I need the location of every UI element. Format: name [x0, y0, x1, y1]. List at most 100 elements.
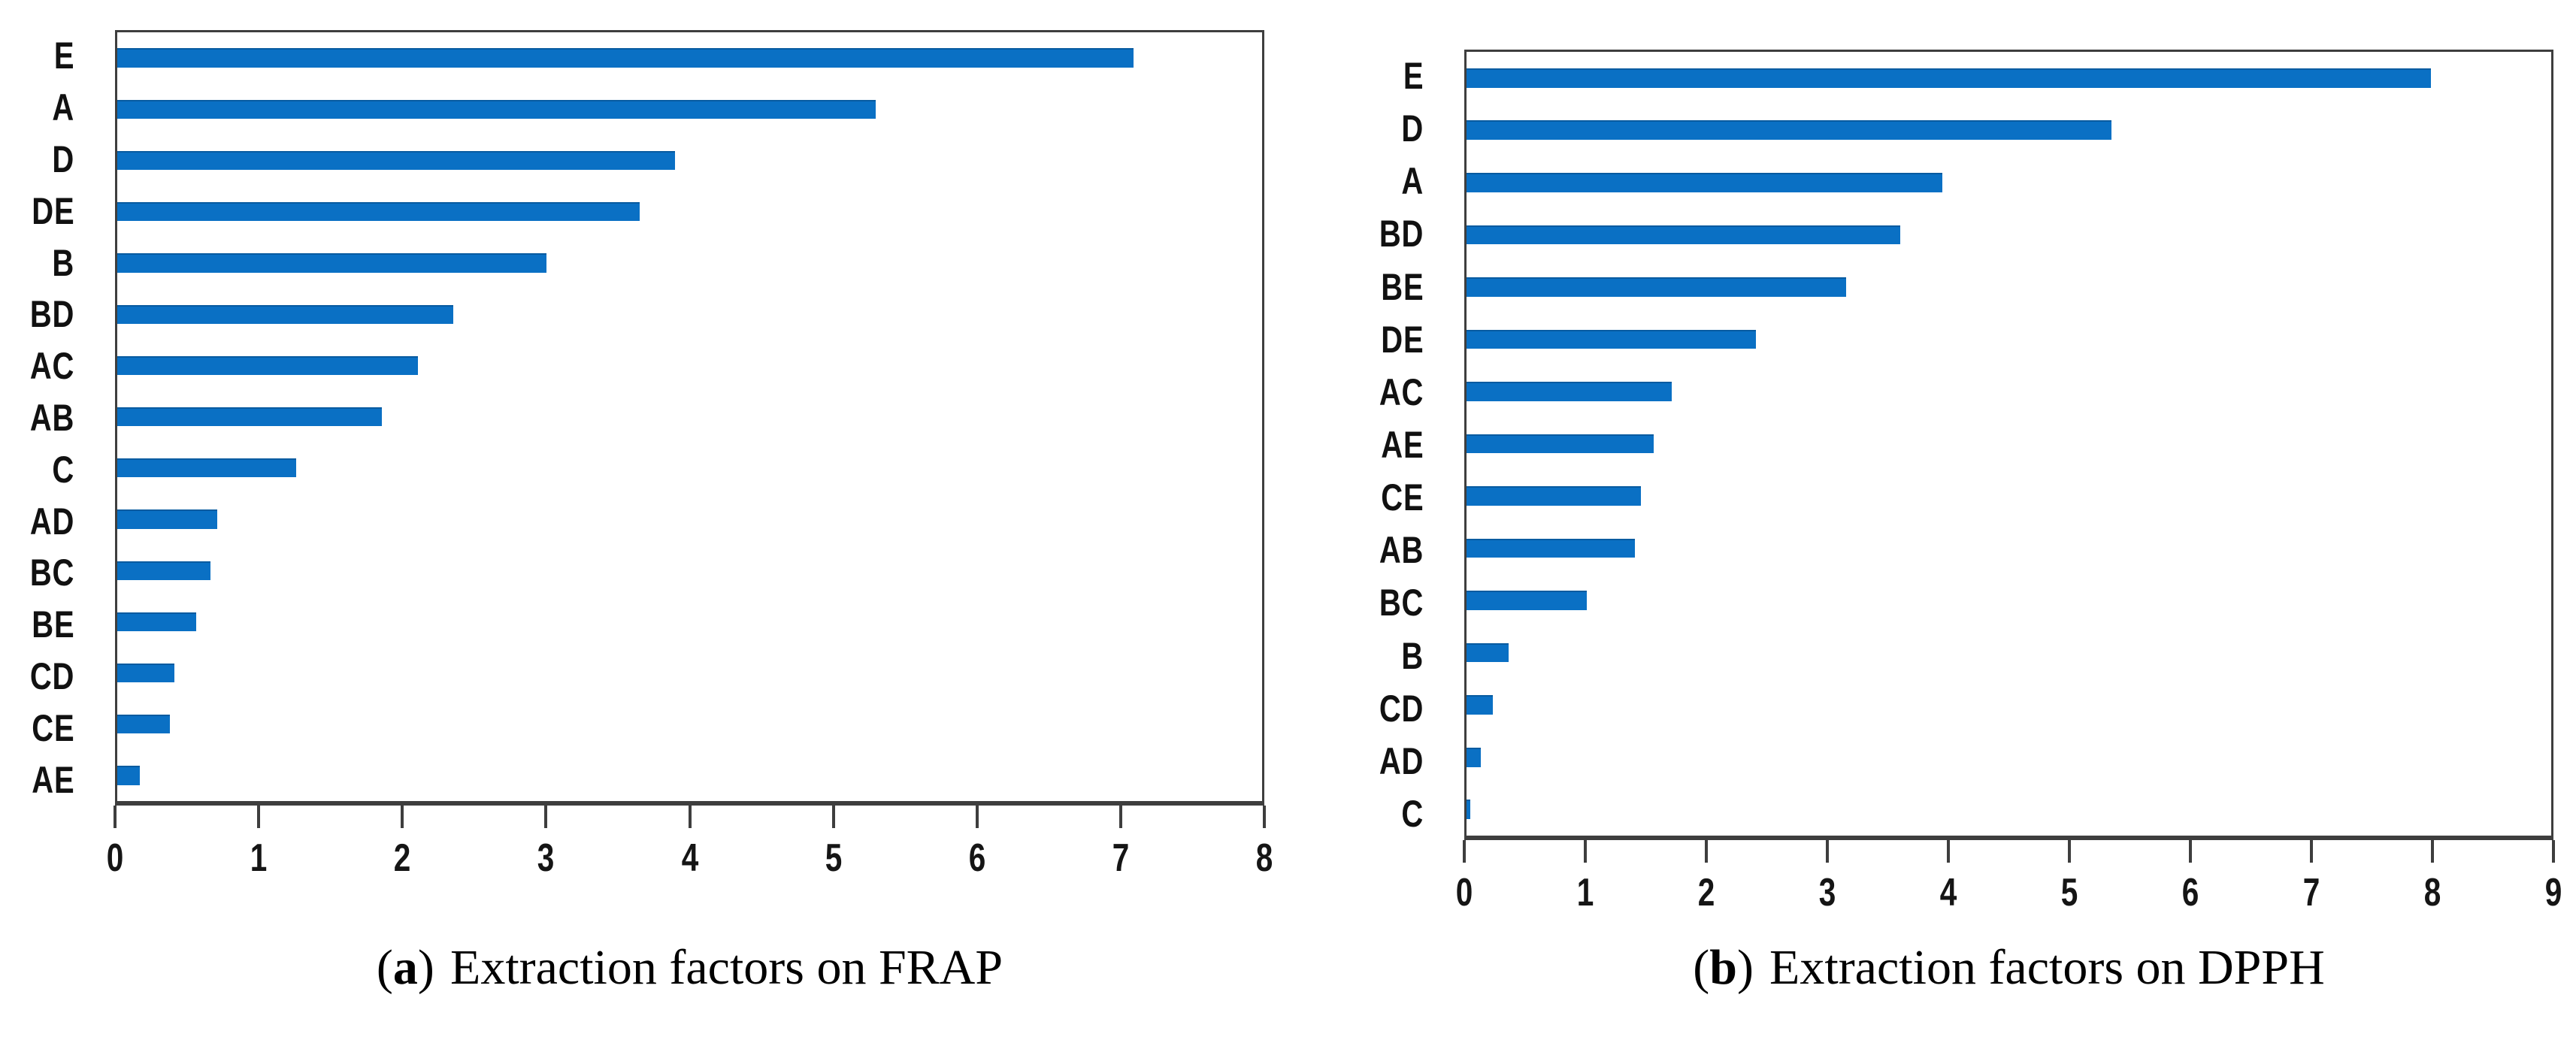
x-tick-0: [114, 806, 117, 828]
bar-row-c: [1467, 783, 2551, 836]
bar-row-cd: [1467, 679, 2551, 731]
category-label-ad: AD: [1379, 739, 1424, 782]
category-label-ac: AC: [1379, 370, 1424, 413]
caption-b: (b) Extraction factors on DPPH: [1464, 938, 2553, 997]
x-tick-9: [2552, 840, 2555, 863]
category-label-de: DE: [1380, 318, 1424, 361]
category-label-be: BE: [31, 603, 74, 646]
bar-b: [117, 253, 547, 273]
x-tick-1: [1583, 840, 1587, 863]
category-label-e: E: [53, 35, 74, 77]
category-label-e: E: [1403, 55, 1424, 98]
x-tick-4: [688, 806, 692, 828]
category-label-ad: AD: [29, 500, 74, 543]
bar-ad: [1467, 747, 1482, 767]
category-label-ab: AB: [29, 396, 74, 439]
bar-row-ac: [1467, 365, 2551, 418]
x-tick-label-8: 8: [1255, 836, 1273, 880]
x-tick-label-0: 0: [106, 836, 124, 880]
bar-ac: [1467, 382, 1672, 401]
bar-b: [1467, 642, 1509, 663]
bar-c: [1467, 800, 1470, 820]
category-label-cd: CD: [29, 655, 74, 697]
dpph-category-axis: E D A BD BE DE AC AE CE AB BC B CD AD C: [1288, 50, 1424, 840]
x-tick-label-3: 3: [537, 836, 555, 880]
caption-a-text: Extraction factors on FRAP: [450, 940, 1003, 995]
x-tick-0: [1463, 840, 1466, 863]
category-label-ce: CE: [31, 706, 74, 749]
bar-ac: [117, 355, 418, 375]
x-tick-3: [544, 806, 548, 828]
category-label-bc: BC: [1379, 582, 1424, 624]
x-tick-label-4: 4: [1939, 871, 1957, 915]
x-tick-label-0: 0: [1455, 871, 1473, 915]
x-tick-7: [1118, 806, 1122, 828]
x-tick-6: [975, 806, 979, 828]
dpph-x-axis: 0 1 2 3 4 5 6 7 8 9: [1456, 840, 2562, 938]
bar-row-e: [117, 32, 1262, 83]
caption-b-paren-open: (: [1693, 940, 1710, 995]
x-tick-label-2: 2: [1697, 871, 1715, 915]
bar-ad: [117, 509, 218, 529]
caption-a: (a) Extraction factors on FRAP: [115, 938, 1264, 997]
caption-b-letter: b: [1709, 940, 1737, 995]
category-label-a: A: [1401, 160, 1424, 203]
bar-row-bd: [117, 289, 1262, 340]
x-tick-label-8: 8: [2423, 871, 2441, 915]
bar-row-ab: [117, 391, 1262, 442]
caption-b-text: Extraction factors on DPPH: [1769, 940, 2325, 995]
category-label-bc: BC: [29, 552, 74, 594]
bar-row-ce: [1467, 470, 2551, 522]
bar-cd: [1467, 695, 1494, 715]
dpph-bar-plot: [1464, 50, 2553, 840]
frap-category-axis: E A D DE B BD AC AB C AD BC BE CD CE AE: [0, 30, 74, 806]
x-tick-label-7: 7: [1112, 836, 1130, 880]
x-tick-2: [401, 806, 404, 828]
bar-row-be: [117, 596, 1262, 647]
bar-row-de: [117, 186, 1262, 237]
frap-bar-plot: [115, 30, 1264, 806]
caption-b-paren-close: ): [1736, 940, 1754, 995]
bar-be: [117, 612, 196, 631]
bar-row-a: [117, 83, 1262, 135]
category-label-ab: AB: [1379, 529, 1424, 572]
category-label-ae: AE: [1380, 424, 1424, 467]
category-label-cd: CD: [1379, 687, 1424, 730]
category-label-de: DE: [31, 189, 74, 232]
bar-row-ad: [1467, 731, 2551, 784]
x-tick-5: [2068, 840, 2071, 863]
x-tick-label-1: 1: [250, 836, 268, 880]
bar-row-be: [1467, 261, 2551, 313]
x-tick-8: [1263, 806, 1266, 828]
bar-row-ae: [117, 750, 1262, 801]
x-tick-label-5: 5: [2060, 871, 2078, 915]
category-label-c: C: [52, 448, 74, 491]
category-label-b: B: [52, 241, 74, 284]
bar-row-e: [1467, 52, 2551, 104]
bar-row-de: [1467, 313, 2551, 366]
category-label-a: A: [52, 86, 74, 129]
x-tick-label-4: 4: [681, 836, 698, 880]
caption-a-letter: a: [392, 940, 418, 995]
caption-a-paren-close: ): [417, 940, 434, 995]
category-label-d: D: [52, 138, 74, 180]
bar-d: [1467, 120, 2111, 141]
bar-cd: [117, 663, 175, 683]
bar-ae: [117, 766, 141, 785]
bar-row-a: [1467, 156, 2551, 209]
bar-be: [1467, 277, 1847, 297]
x-tick-1: [257, 806, 261, 828]
bar-a: [117, 99, 876, 119]
x-tick-4: [1946, 840, 1950, 863]
category-label-ac: AC: [29, 345, 74, 388]
bar-row-cd: [117, 647, 1262, 698]
bar-bd: [117, 304, 454, 324]
x-tick-label-1: 1: [1576, 871, 1594, 915]
bar-row-ab: [1467, 522, 2551, 575]
bar-ab: [117, 407, 383, 427]
bar-ab: [1467, 538, 1636, 558]
bar-a: [1467, 172, 1943, 192]
bar-row-bd: [1467, 209, 2551, 262]
caption-a-paren-open: (: [376, 940, 393, 995]
